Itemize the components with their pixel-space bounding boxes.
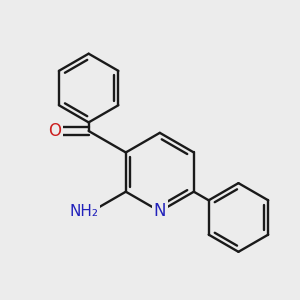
Text: O: O xyxy=(48,122,61,140)
Text: N: N xyxy=(154,202,166,220)
Text: NH₂: NH₂ xyxy=(70,204,99,219)
